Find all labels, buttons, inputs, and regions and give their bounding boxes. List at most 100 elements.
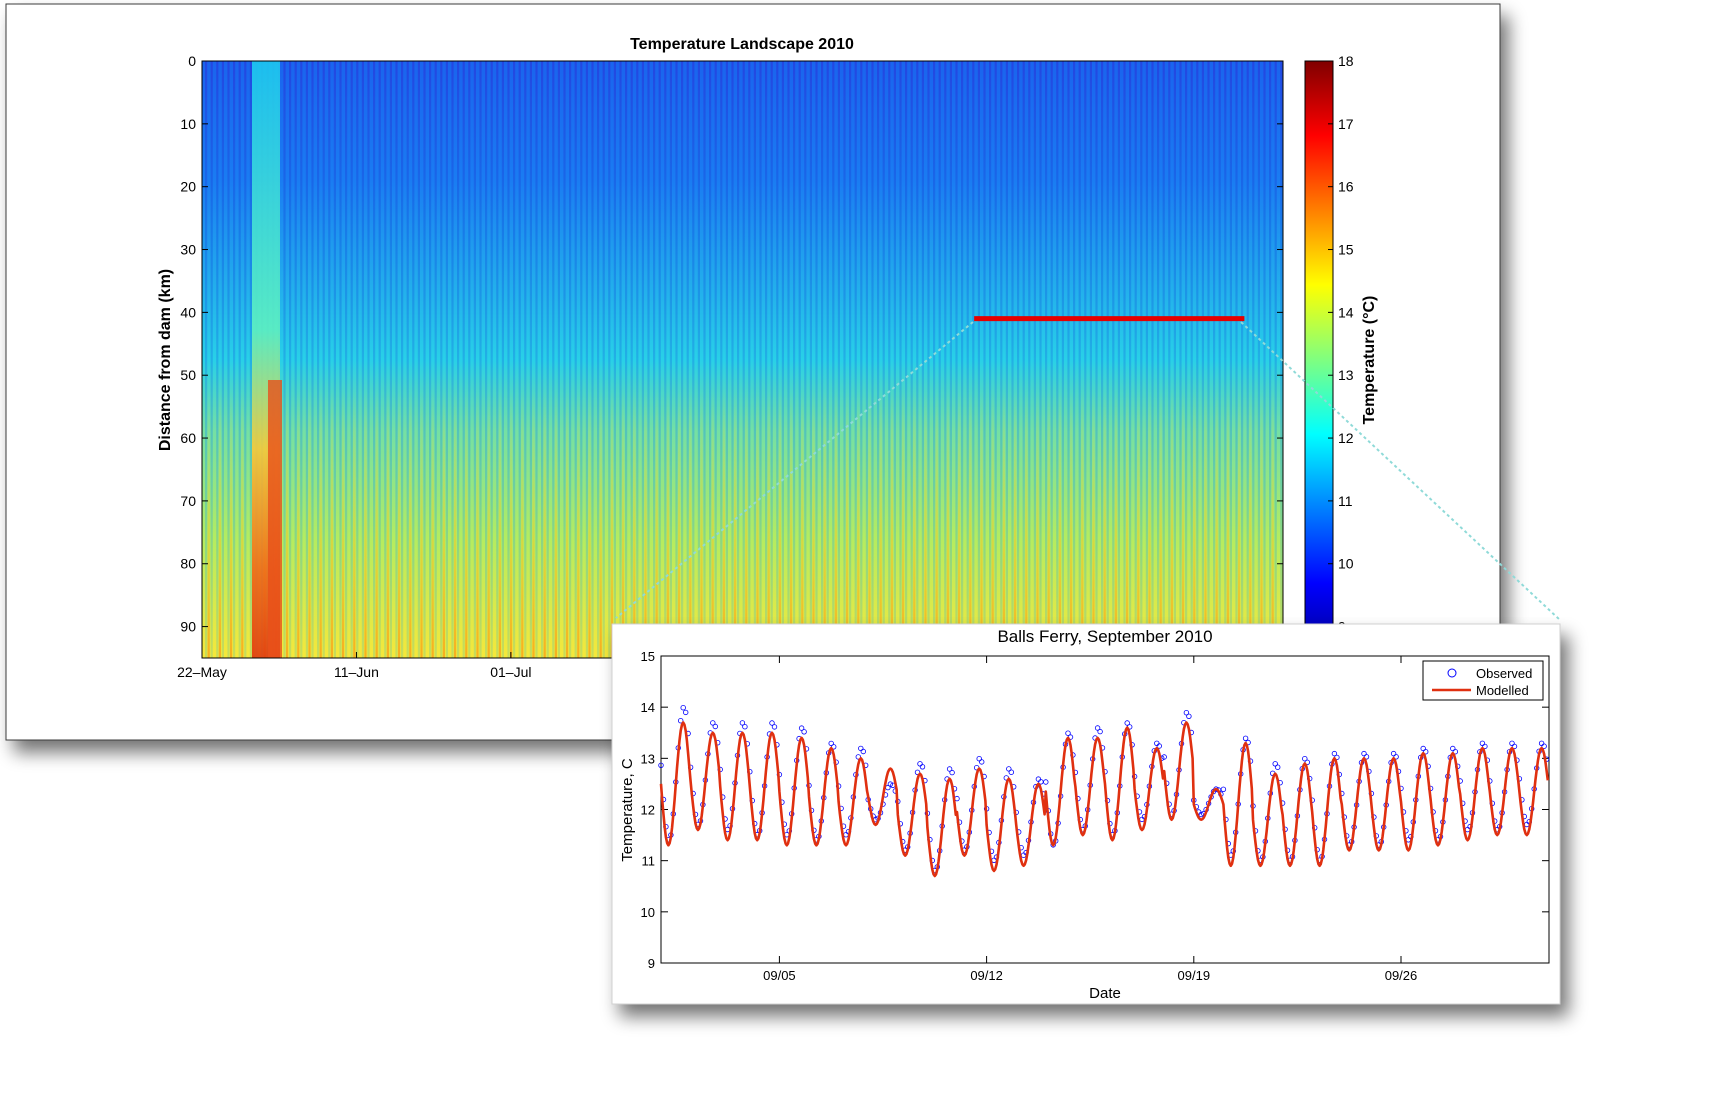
- observed-point: [1452, 749, 1458, 755]
- heatmap-warm-stripe: [1002, 61, 1005, 658]
- heatmap-stripe: [1106, 61, 1109, 658]
- heatmap-stripe: [983, 61, 986, 658]
- heatmap-stripe: [1017, 61, 1020, 658]
- heatmap-stripe: [664, 61, 667, 658]
- timeseries-y-tick-label: 12: [641, 803, 655, 818]
- observed-point: [919, 764, 926, 770]
- heatmap-warm-stripe: [230, 61, 233, 658]
- heatmap-warm-stripe: [801, 61, 804, 658]
- heatmap-stripe: [905, 61, 908, 658]
- heatmap-stripe: [854, 61, 857, 658]
- heatmap-stripe: [849, 61, 852, 658]
- heatmap-stripe: [356, 61, 359, 658]
- heatmap-y-tick-label: 40: [180, 304, 196, 320]
- heatmap-y-label: Distance from dam (km): [157, 269, 174, 451]
- heatmap-stripe: [417, 61, 420, 658]
- observed-point: [769, 720, 775, 726]
- heatmap-stripe: [1274, 61, 1277, 658]
- heatmap-warm-stripe: [1103, 61, 1106, 658]
- heatmap-stripe: [641, 61, 644, 658]
- observed-point: [828, 740, 834, 747]
- heatmap-warm-stripe: [521, 61, 524, 658]
- heatmap-stripe: [938, 61, 941, 658]
- heatmap-warm-stripe: [790, 61, 793, 658]
- heatmap-stripe: [535, 61, 538, 658]
- timeseries-x-label: Date: [1089, 985, 1121, 1002]
- observed-point: [1198, 811, 1204, 818]
- observed-point: [1186, 713, 1192, 719]
- heatmap-warm-stripe: [666, 61, 669, 658]
- heatmap-warm-stripe: [722, 61, 725, 658]
- heatmap-stripe: [714, 61, 717, 658]
- heatmap-warm-stripe: [1137, 61, 1140, 658]
- heatmap-stripe: [630, 61, 633, 658]
- heatmap-stripe: [569, 61, 572, 658]
- heatmap-stripe: [289, 61, 292, 658]
- heatmap-warm-stripe: [353, 61, 356, 658]
- heatmap-warm-stripe: [1215, 61, 1218, 658]
- heatmap-warm-stripe: [1036, 61, 1039, 658]
- heatmap-stripe: [395, 61, 398, 658]
- heatmap-stripe: [529, 61, 532, 658]
- heatmap-stripe: [585, 61, 588, 658]
- heatmap-warm-stripe: [991, 61, 994, 658]
- heatmap-stripe: [373, 61, 376, 658]
- heatmap-warm-stripe: [610, 61, 613, 658]
- heatmap-stripe: [367, 61, 370, 658]
- timeseries-y-tick-label: 15: [641, 649, 655, 664]
- heatmap-stripe: [759, 61, 762, 658]
- heatmap-warm-stripe: [812, 61, 815, 658]
- heatmap-warm-stripe: [465, 61, 468, 658]
- timeseries-y-label: Temperature, C: [619, 758, 636, 862]
- heatmap-stripe: [412, 61, 415, 658]
- heatmap-stripe: [1005, 61, 1008, 658]
- observed-point: [1008, 769, 1014, 775]
- heatmap-base: [202, 61, 1283, 658]
- heatmap-stripe: [737, 61, 740, 658]
- observed-point: [1183, 710, 1190, 716]
- timeseries-y-tick-label: 11: [642, 854, 656, 869]
- observed-point: [1161, 754, 1167, 760]
- heatmap-x-tick-label: 11–Jun: [334, 664, 379, 680]
- heatmap-stripe: [826, 61, 829, 658]
- heatmap-stripe: [597, 61, 600, 658]
- heatmap-warm-stripe: [778, 61, 781, 658]
- heatmap-stripe: [1252, 61, 1255, 658]
- heatmap-warm-stripe: [1092, 61, 1095, 658]
- heatmap-stripe: [389, 61, 392, 658]
- heatmap-stripe: [893, 61, 896, 658]
- heatmap-stripe: [546, 61, 549, 658]
- heatmap-stripe: [440, 61, 443, 658]
- heatmap-stripe: [249, 61, 252, 658]
- heatmap-stripe: [653, 61, 656, 658]
- heatmap-stripe: [233, 61, 236, 658]
- heatmap-stripe: [1101, 61, 1104, 658]
- heatmap-stripe: [944, 61, 947, 658]
- heatmap-stripe: [563, 61, 566, 658]
- heatmap-stripe: [809, 61, 812, 658]
- observed-point: [742, 724, 748, 730]
- heatmap-warm-stripe: [1182, 61, 1185, 658]
- heatmap-warm-stripe: [846, 61, 849, 658]
- heatmap-stripe: [300, 61, 303, 658]
- heatmap-y-tick-label: 10: [180, 116, 196, 132]
- heatmap-warm-stripe: [218, 61, 221, 658]
- heatmap-stripe: [283, 61, 286, 658]
- zoom-connector-left: [615, 321, 974, 619]
- heatmap-y-tick-label: 90: [180, 619, 196, 635]
- heatmap-warm-stripe: [1126, 61, 1129, 658]
- heatmap-stripe: [709, 61, 712, 658]
- heatmap-stripe: [552, 61, 555, 658]
- colorbar-tick-label: 14: [1338, 304, 1354, 320]
- timeseries-y-tick-label: 13: [641, 751, 655, 766]
- observed-point: [1097, 728, 1103, 735]
- heatmap-stripe: [1151, 61, 1154, 658]
- heatmap-stripe: [793, 61, 796, 658]
- heatmap-stripe: [1129, 61, 1132, 658]
- heatmap-warm-stripe: [1260, 61, 1263, 658]
- heatmap-warm-stripe: [633, 61, 636, 658]
- heatmap-stripe: [1263, 61, 1266, 658]
- heatmap-stripe: [350, 61, 353, 658]
- heatmap-stripe: [720, 61, 723, 658]
- timeseries-x-tick-label: 09/12: [970, 968, 1003, 983]
